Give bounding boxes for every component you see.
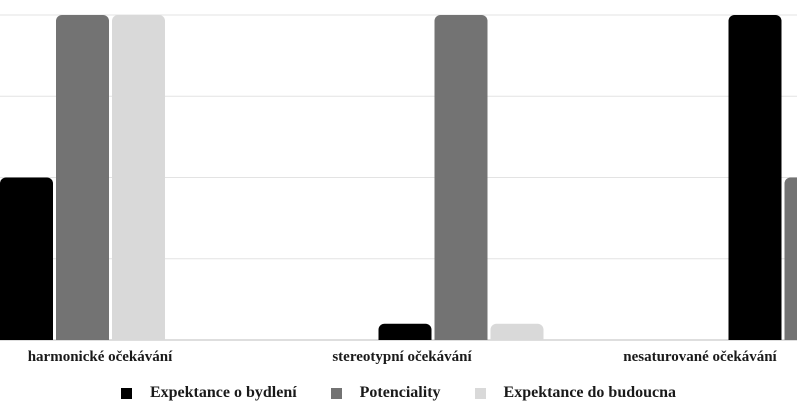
legend-swatch [330,387,342,399]
chart: harmonické očekávání stereotypní očekáván… [0,14,797,365]
bar-expektance-o-bydlení-1 [0,177,53,340]
bar-base [728,334,782,340]
legend-swatch [474,387,486,399]
legend-item: Potenciality [330,384,441,402]
legend-item: Expektance o bydlení [120,384,297,402]
bar-potenciality-1 [56,15,109,340]
bar-base [112,334,165,340]
legend-label: Potenciality [359,384,441,401]
bars [0,15,797,340]
bar-potenciality-2 [434,15,488,340]
legend: Expektance o bydlení Potenciality Expektan… [0,383,797,403]
bar-base [378,334,432,340]
legend-label: Expektance do budoucna [503,384,677,401]
bar-expektance-do-budoucna-1 [112,15,165,340]
category-label: harmonické očekávání [28,349,173,365]
category-labels: harmonické očekávání stereotypní očekáván… [28,349,778,365]
bar-potenciality-3 [784,177,797,340]
bar-base [434,334,488,340]
bar-expektance-o-bydlení-3 [728,15,782,340]
bar-base [0,334,53,340]
bar-base [490,334,544,340]
category-label: nesaturované očekávání [623,349,777,365]
bar-base [784,334,797,340]
legend-item: Expektance do budoucna [474,384,677,402]
category-label: stereotypní očekávání [332,349,472,365]
legend-label: Expektance o bydlení [149,384,297,401]
legend-swatch [120,387,132,399]
bar-base [56,334,109,340]
